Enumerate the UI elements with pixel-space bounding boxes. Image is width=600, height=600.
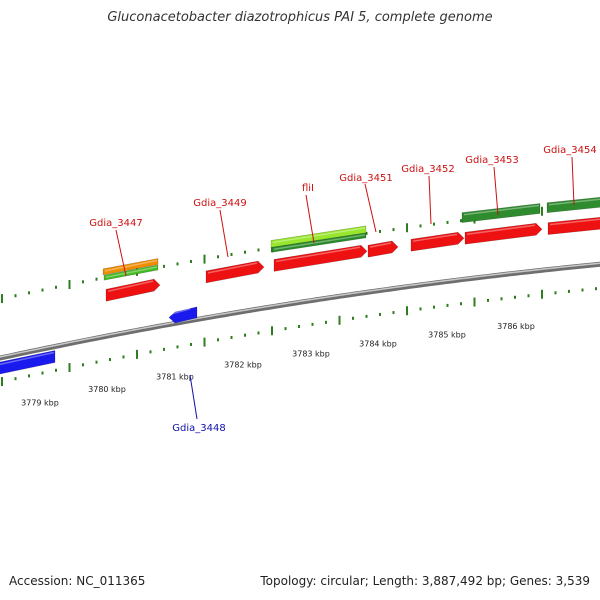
scale-label: 3783 kbp — [292, 350, 330, 359]
genome-summary: Topology: circular; Length: 3,887,492 bp… — [260, 574, 590, 588]
feature-block-green-shine — [273, 234, 366, 251]
scale-label: 3782 kbp — [224, 361, 262, 370]
map-title: Gluconacetobacter diazotrophicus PAI 5, … — [107, 10, 493, 25]
gene-arrow-gdia-3453 — [464, 222, 543, 245]
label-leader-line — [493, 166, 499, 216]
gene-label: Gdia_3452 — [401, 164, 454, 175]
gene-arrow-gdia-3449-shine — [207, 262, 258, 274]
backbone-line — [0, 261, 600, 361]
feature-block-orange — [102, 258, 159, 276]
feature-block-dark-green-shine — [463, 204, 540, 216]
gene-arrow-gdia-3454 — [547, 217, 600, 235]
gene-arrow-gdia-3452 — [410, 231, 465, 252]
gene-arrow-reverse-shine — [0, 351, 55, 366]
gene-label: Gdia_3449 — [193, 198, 246, 209]
gene-arrow-reverse — [0, 350, 56, 375]
gene-label: Gdia_3448 — [172, 423, 225, 434]
feature-block-green-shine — [105, 266, 158, 278]
scale-label: 3784 kbp — [359, 340, 397, 349]
accession-label: Accession: NC_011365 — [9, 574, 146, 588]
gene-arrow-flii — [273, 244, 368, 272]
gene-features — [0, 197, 600, 375]
inner-tick-track — [1, 287, 597, 387]
label-leader-line — [428, 175, 432, 225]
gene-label: Gdia_3454 — [543, 145, 596, 156]
scale-label: 3779 kbp — [21, 399, 59, 408]
scale-label: 3781 kbp — [156, 372, 194, 381]
gene-labels: Gdia_3447 Gdia_3449 fliI Gdia_3451 Gdia_3452… — [89, 145, 596, 434]
gene-arrow-gdia-3448-shine — [170, 308, 191, 315]
label-leader-line — [364, 183, 377, 233]
scale-labels: 3779 kbp 3780 kbp 3781 kbp 3782 kbp 3783 kbp… — [21, 322, 535, 407]
feature-block-orange-shine — [104, 259, 158, 272]
backbone-highlight — [0, 262, 600, 358]
label-leader-line — [571, 156, 575, 206]
feature-block-green — [271, 232, 367, 253]
label-leader-line — [115, 229, 127, 277]
label-leader-line — [189, 374, 198, 420]
gene-arrow-gdia-3448 — [168, 306, 198, 324]
gene-label: fliI — [302, 183, 314, 194]
gene-arrow-gdia-3451 — [367, 240, 399, 258]
feature-block-green — [103, 264, 159, 281]
gene-arrow-gdia-3452-shine — [412, 233, 458, 242]
gene-arrow-flii-shine — [275, 246, 361, 263]
gene-label: Gdia_3453 — [465, 155, 518, 166]
feature-block-dark-green — [461, 203, 541, 223]
gene-label: Gdia_3451 — [339, 173, 392, 184]
scale-label: 3780 kbp — [88, 385, 126, 394]
gene-arrow-gdia-3451-shine — [369, 242, 392, 248]
label-leader-line — [305, 194, 315, 244]
gene-arrow-gdia-3449 — [205, 260, 265, 284]
gene-label: Gdia_3447 — [89, 218, 142, 229]
gene-arrow-gdia-3447 — [105, 278, 161, 302]
gene-arrow-gdia-3447-shine — [107, 280, 154, 293]
label-leader-line — [219, 209, 229, 258]
feature-block-dark-green-shine — [548, 198, 600, 206]
scale-label: 3786 kbp — [497, 322, 535, 331]
gene-arrow-gdia-3454-shine — [549, 218, 600, 226]
feature-block-light-green-shine — [272, 227, 366, 244]
gene-arrow-gdia-3453-shine — [466, 224, 536, 235]
scale-label: 3785 kbp — [428, 330, 466, 339]
genome-backbone — [0, 261, 600, 361]
